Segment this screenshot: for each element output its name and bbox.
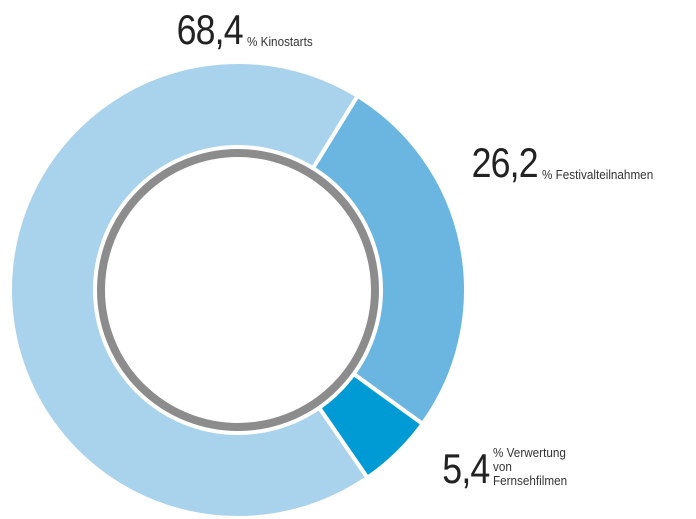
category-label: % Kinostarts	[246, 34, 313, 49]
segment-label: 68,4% Kinostarts	[165, 6, 447, 53]
segment-label: 5,4% Verwertung von Fernsehfilmen	[434, 445, 593, 492]
donut-segment	[8, 60, 371, 519]
donut-segment	[316, 371, 426, 481]
category-label: % Festivalteilnahmen	[541, 167, 653, 182]
value-label: 5,4	[442, 445, 490, 492]
segment-label: 26,2% Festivalteilnahmen	[460, 139, 696, 186]
category-label: % Verwertung von Fernsehfilmen	[493, 445, 568, 488]
donut-segment	[310, 93, 468, 427]
value-label: 68,4	[176, 6, 244, 53]
inner-ring	[97, 149, 379, 431]
value-label: 26,2	[471, 139, 539, 186]
